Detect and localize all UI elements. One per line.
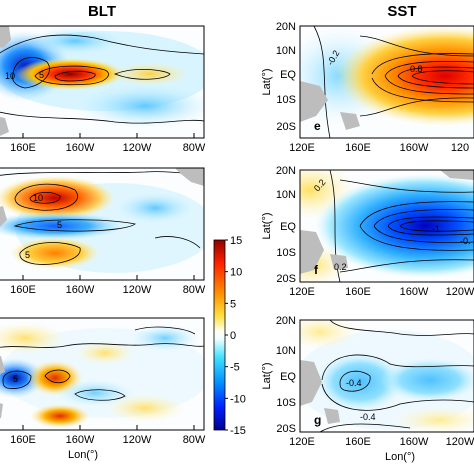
x-ticks: 120E 160E 160W 120W xyxy=(289,286,474,298)
x-tick-label: 80W xyxy=(183,284,206,296)
y-ticks: 20N 10N EQ 10S 20S xyxy=(276,315,297,435)
y-axis-label: Lat(°) xyxy=(261,68,273,95)
x-tick-label: 80W xyxy=(183,142,206,154)
x-tick-label: 120E xyxy=(289,286,315,298)
x-tick-label: 120E xyxy=(289,142,315,154)
x-ticks: 160E 160W 120W 80W xyxy=(10,425,206,446)
colorbar-ramp xyxy=(213,239,226,431)
panel-label: f xyxy=(314,263,319,277)
y-axis-label: Lat(°) xyxy=(261,212,273,239)
x-ticks: 160E 160W 120W 80W xyxy=(10,275,206,296)
x-ticks: 160E 160W 120W 80W xyxy=(10,133,206,154)
x-tick-label: 80W xyxy=(183,434,206,446)
contour-label: 5 xyxy=(39,70,44,80)
x-tick-label: 120W xyxy=(123,434,152,446)
x-tick-label: 160W xyxy=(66,142,95,154)
sst-title: SST xyxy=(387,3,416,20)
x-tick-label: 160W xyxy=(66,284,95,296)
y-tick-label: EQ xyxy=(280,69,296,81)
colorbar-tick-label: 15 xyxy=(230,235,242,247)
sst-panel-e: -0.2 0.8 e 20N 10N EQ 10S 20S Lat(°) 120… xyxy=(261,21,474,154)
y-ticks: 20N 10N EQ 10S 20S xyxy=(276,165,297,285)
x-tick-label: 120 xyxy=(451,142,469,154)
y-tick-label: 10S xyxy=(276,94,296,106)
x-axis-label: Lon(°) xyxy=(68,449,98,461)
colorbar-tick-label: -5 xyxy=(230,362,240,374)
y-axis-label: Lat(°) xyxy=(261,362,273,389)
blt-panel-c: 5 160E 160W 120W 80W Lon(°) xyxy=(0,317,206,461)
colorbar-tick-label: -15 xyxy=(230,425,246,437)
panel-label: g xyxy=(314,413,321,427)
colorbar: 15 10 5 0 -5 -10 -15 xyxy=(213,235,246,437)
x-tick-label: 160W xyxy=(66,434,95,446)
colorbar-tick-label: 10 xyxy=(230,267,242,279)
x-tick-label: 120W xyxy=(446,436,474,448)
contour-label: 5 xyxy=(13,374,18,384)
y-tick-label: 10N xyxy=(276,189,296,201)
x-tick-label: 120W xyxy=(123,142,152,154)
blt-title: BLT xyxy=(88,3,116,20)
sst-panel-f: 0.2 -1 -0. 0.2 f 20N 10N EQ 10S 20S Lat(… xyxy=(261,165,474,298)
panel-label: e xyxy=(314,119,321,133)
x-tick-label: 160E xyxy=(10,142,36,154)
contour-label: 10 xyxy=(5,71,15,81)
contour-label: 5 xyxy=(57,220,62,230)
y-tick-label: 20N xyxy=(276,21,296,33)
x-tick-label: 160E xyxy=(345,142,371,154)
x-ticks: 120E 160E 160W 120 xyxy=(289,142,469,154)
colorbar-tick-label: -10 xyxy=(230,393,246,405)
colorbar-ticks: 15 10 5 0 -5 -10 -15 xyxy=(225,235,246,437)
x-tick-label: 160W xyxy=(400,286,429,298)
y-tick-label: 20S xyxy=(276,423,296,435)
y-ticks: 20N 10N EQ 10S 20S xyxy=(276,21,297,133)
y-tick-label: EQ xyxy=(280,371,296,383)
contour-label: -0.4 xyxy=(360,412,376,422)
x-tick-label: 120E xyxy=(289,436,315,448)
blt-panel-a: 10 5 160E 160W 120W 80W xyxy=(0,25,206,154)
y-tick-label: 10S xyxy=(276,247,296,259)
y-tick-label: 20S xyxy=(276,273,296,285)
colorbar-tick-label: 0 xyxy=(230,330,236,342)
contour-label: -0. xyxy=(460,236,471,246)
x-tick-label: 160W xyxy=(400,142,429,154)
colorbar-tick-label: 5 xyxy=(230,298,236,310)
contour-label: 10 xyxy=(33,193,43,203)
y-tick-label: 10S xyxy=(276,397,296,409)
y-tick-label: 20N xyxy=(276,165,296,177)
contour-label: 0.8 xyxy=(410,64,423,74)
y-tick-label: EQ xyxy=(280,221,296,233)
y-tick-label: 10N xyxy=(276,45,296,57)
contour-label: 0.2 xyxy=(334,262,347,272)
x-axis-label: Lon(°) xyxy=(385,451,415,463)
y-tick-label: 10N xyxy=(276,345,296,357)
x-tick-label: 120W xyxy=(446,286,474,298)
x-tick-label: 160E xyxy=(10,284,36,296)
x-tick-label: 160E xyxy=(10,434,36,446)
sst-panel-g: -0.4 -0.4 g 20N 10N EQ 10S 20S Lat(°) 12… xyxy=(261,315,474,463)
contour-label: 5 xyxy=(25,250,30,260)
x-tick-label: 160E xyxy=(345,286,371,298)
blt-panel-b: 10 5 5 160E 160W 120W 80W xyxy=(0,167,206,296)
y-tick-label: 20N xyxy=(276,315,296,327)
x-tick-label: 160W xyxy=(400,436,429,448)
y-tick-label: 20S xyxy=(276,121,296,133)
contour-label: -0.4 xyxy=(346,378,362,388)
x-ticks: 120E 160E 160W 120W xyxy=(289,436,474,448)
x-tick-label: 120W xyxy=(123,284,152,296)
x-tick-label: 160E xyxy=(345,436,371,448)
contour-label: -1 xyxy=(432,224,440,234)
